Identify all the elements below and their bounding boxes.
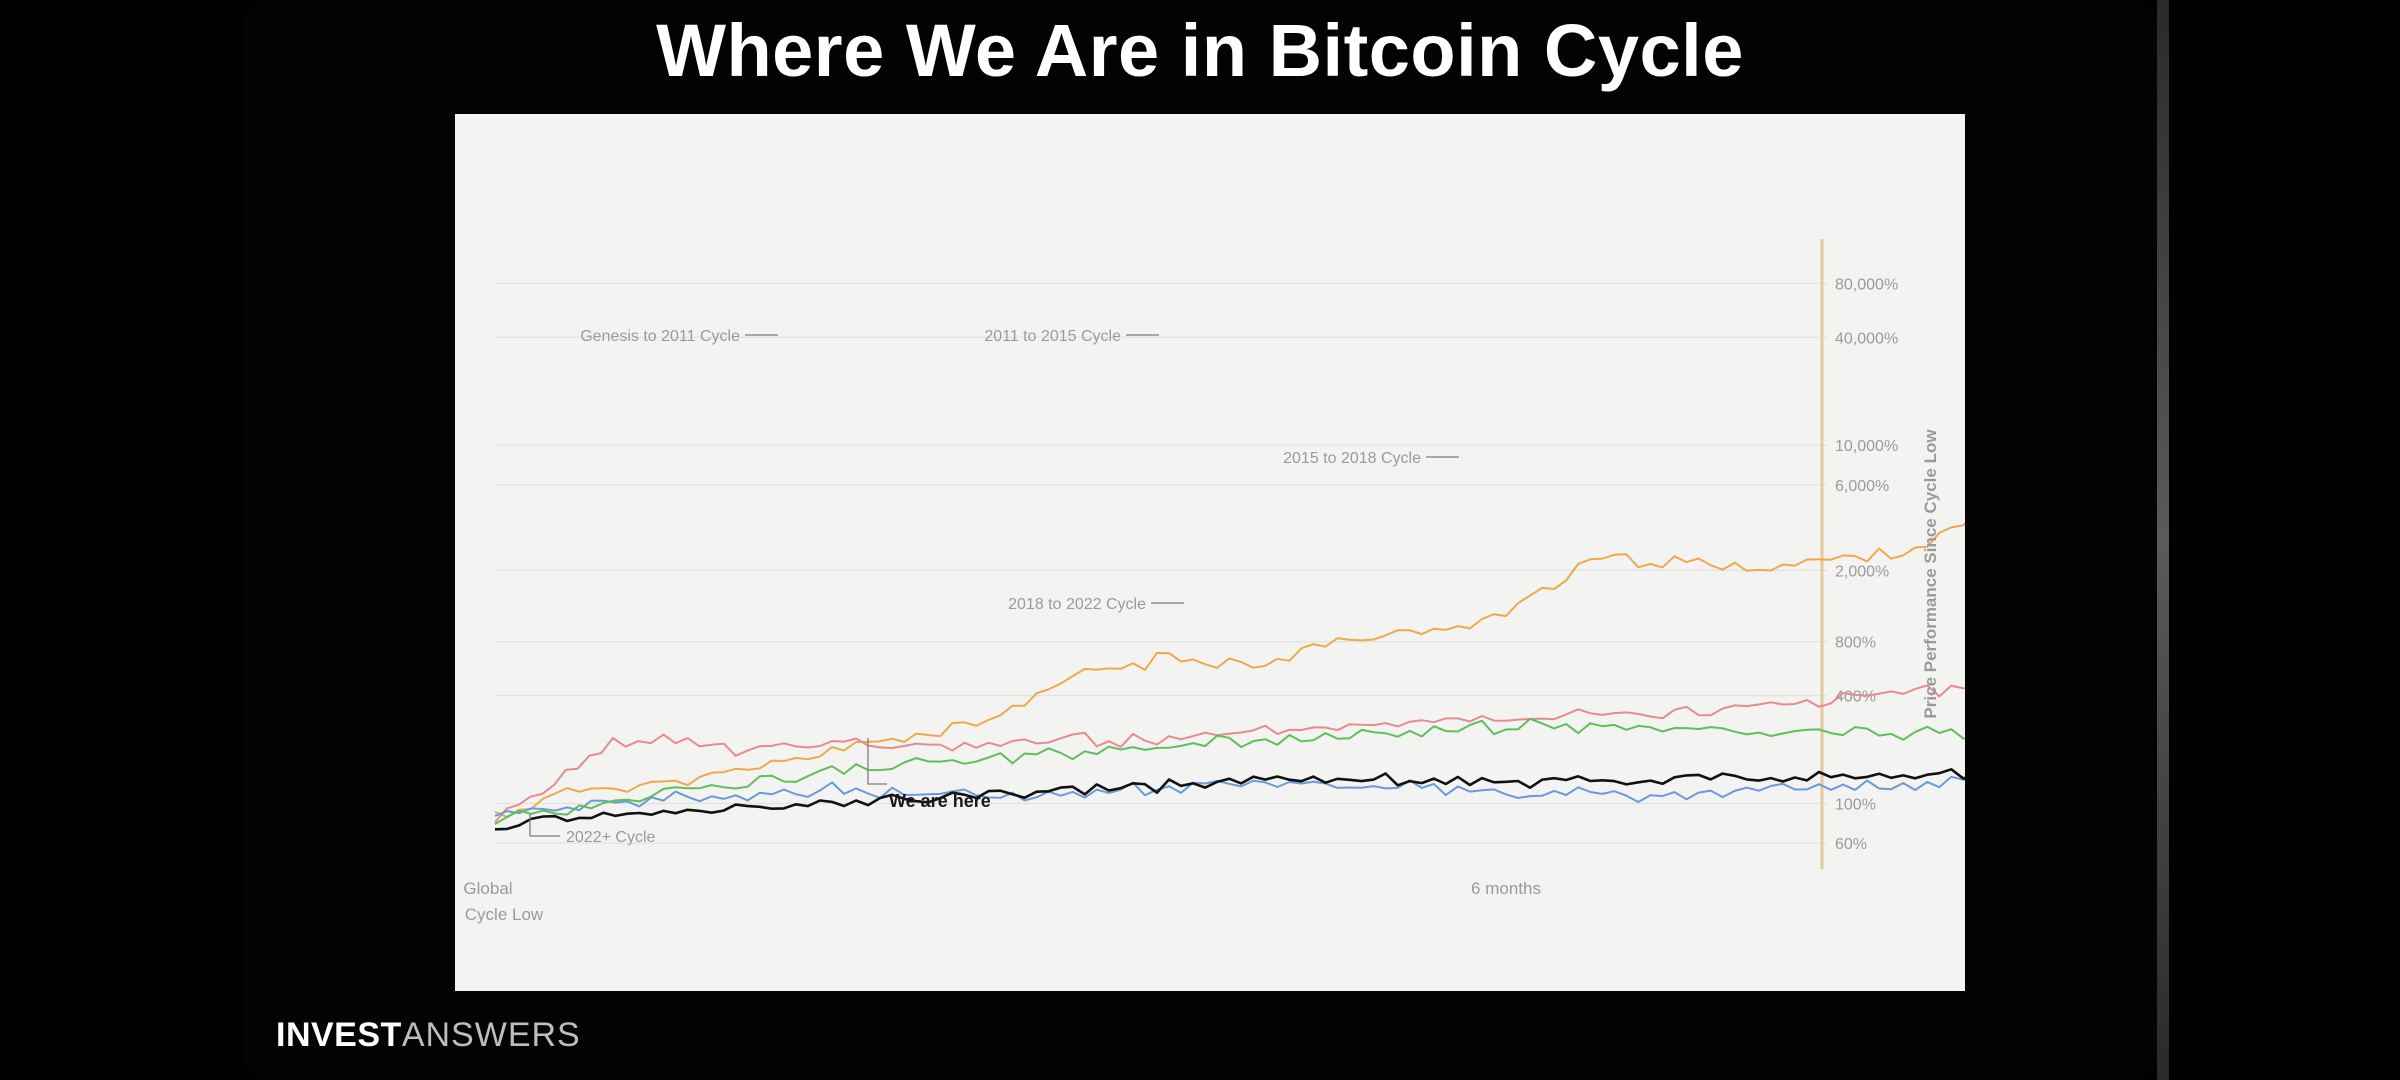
series-line-2 [494,775,1965,817]
brand-bold: INVEST [276,1016,402,1054]
slide-title: Where We Are in Bitcoin Cycle [656,9,1744,92]
series-label-3: 2018 to 2022 Cycle [1008,596,1146,613]
x-tick-label-1: 6 months [1471,879,1541,898]
y-tick-label-4: 2,000% [1835,563,1889,580]
brand-light: ANSWERS [401,1016,581,1054]
y-tick-label-0: 80,000% [1835,276,1898,293]
y-tick-label-8: 60% [1835,836,1867,853]
annotation-leader-0 [867,738,887,785]
brand-logo: INVESTANSWERS [276,1016,581,1055]
annotations: We are here [867,738,991,811]
cycle-chart: 80,000% 40,000% 10,000% 6,000% 2,000% 800% 400… [463,239,1965,924]
series-line-1 [494,684,1965,823]
y-tick-label-2: 10,000% [1835,438,1898,455]
x-tick-label-0: Global [463,879,512,898]
annotation-we-are-here: We are here [889,791,991,811]
series-line-4 [494,768,1965,831]
y-tick-label-5: 800% [1835,635,1876,652]
y-axis-label: Price Performance Since Cycle Low [1921,429,1940,719]
series-label-1: 2011 to 2015 Cycle [984,328,1121,345]
y-tick-labels: 80,000% 40,000% 10,000% 6,000% 2,000% 800% 400… [1835,276,1898,853]
y-tick-label-3: 6,000% [1835,478,1889,495]
slide-edge [2157,0,2169,1080]
chart-panel: 80,000% 40,000% 10,000% 6,000% 2,000% 800% 400… [455,114,1965,991]
grid-lines [495,282,1827,844]
y-tick-label-6: 400% [1835,689,1876,706]
series-line-0 [494,521,1965,818]
series-leaders [529,334,1459,837]
y-tick-label-7: 100% [1835,796,1876,813]
series-line-3 [494,717,1965,825]
series-label-0: Genesis to 2011 Cycle [580,328,740,345]
y-tick-label-1: 40,000% [1835,330,1898,347]
series-label-2: 2015 to 2018 Cycle [1283,450,1421,467]
series-label-4: 2022+ Cycle [566,829,655,846]
x-tick-label-0-line2: Cycle Low [465,905,544,924]
series-labels: Genesis to 2011 Cycle 2011 to 2015 Cycle 2… [566,328,1421,846]
series-lines [494,521,1965,831]
